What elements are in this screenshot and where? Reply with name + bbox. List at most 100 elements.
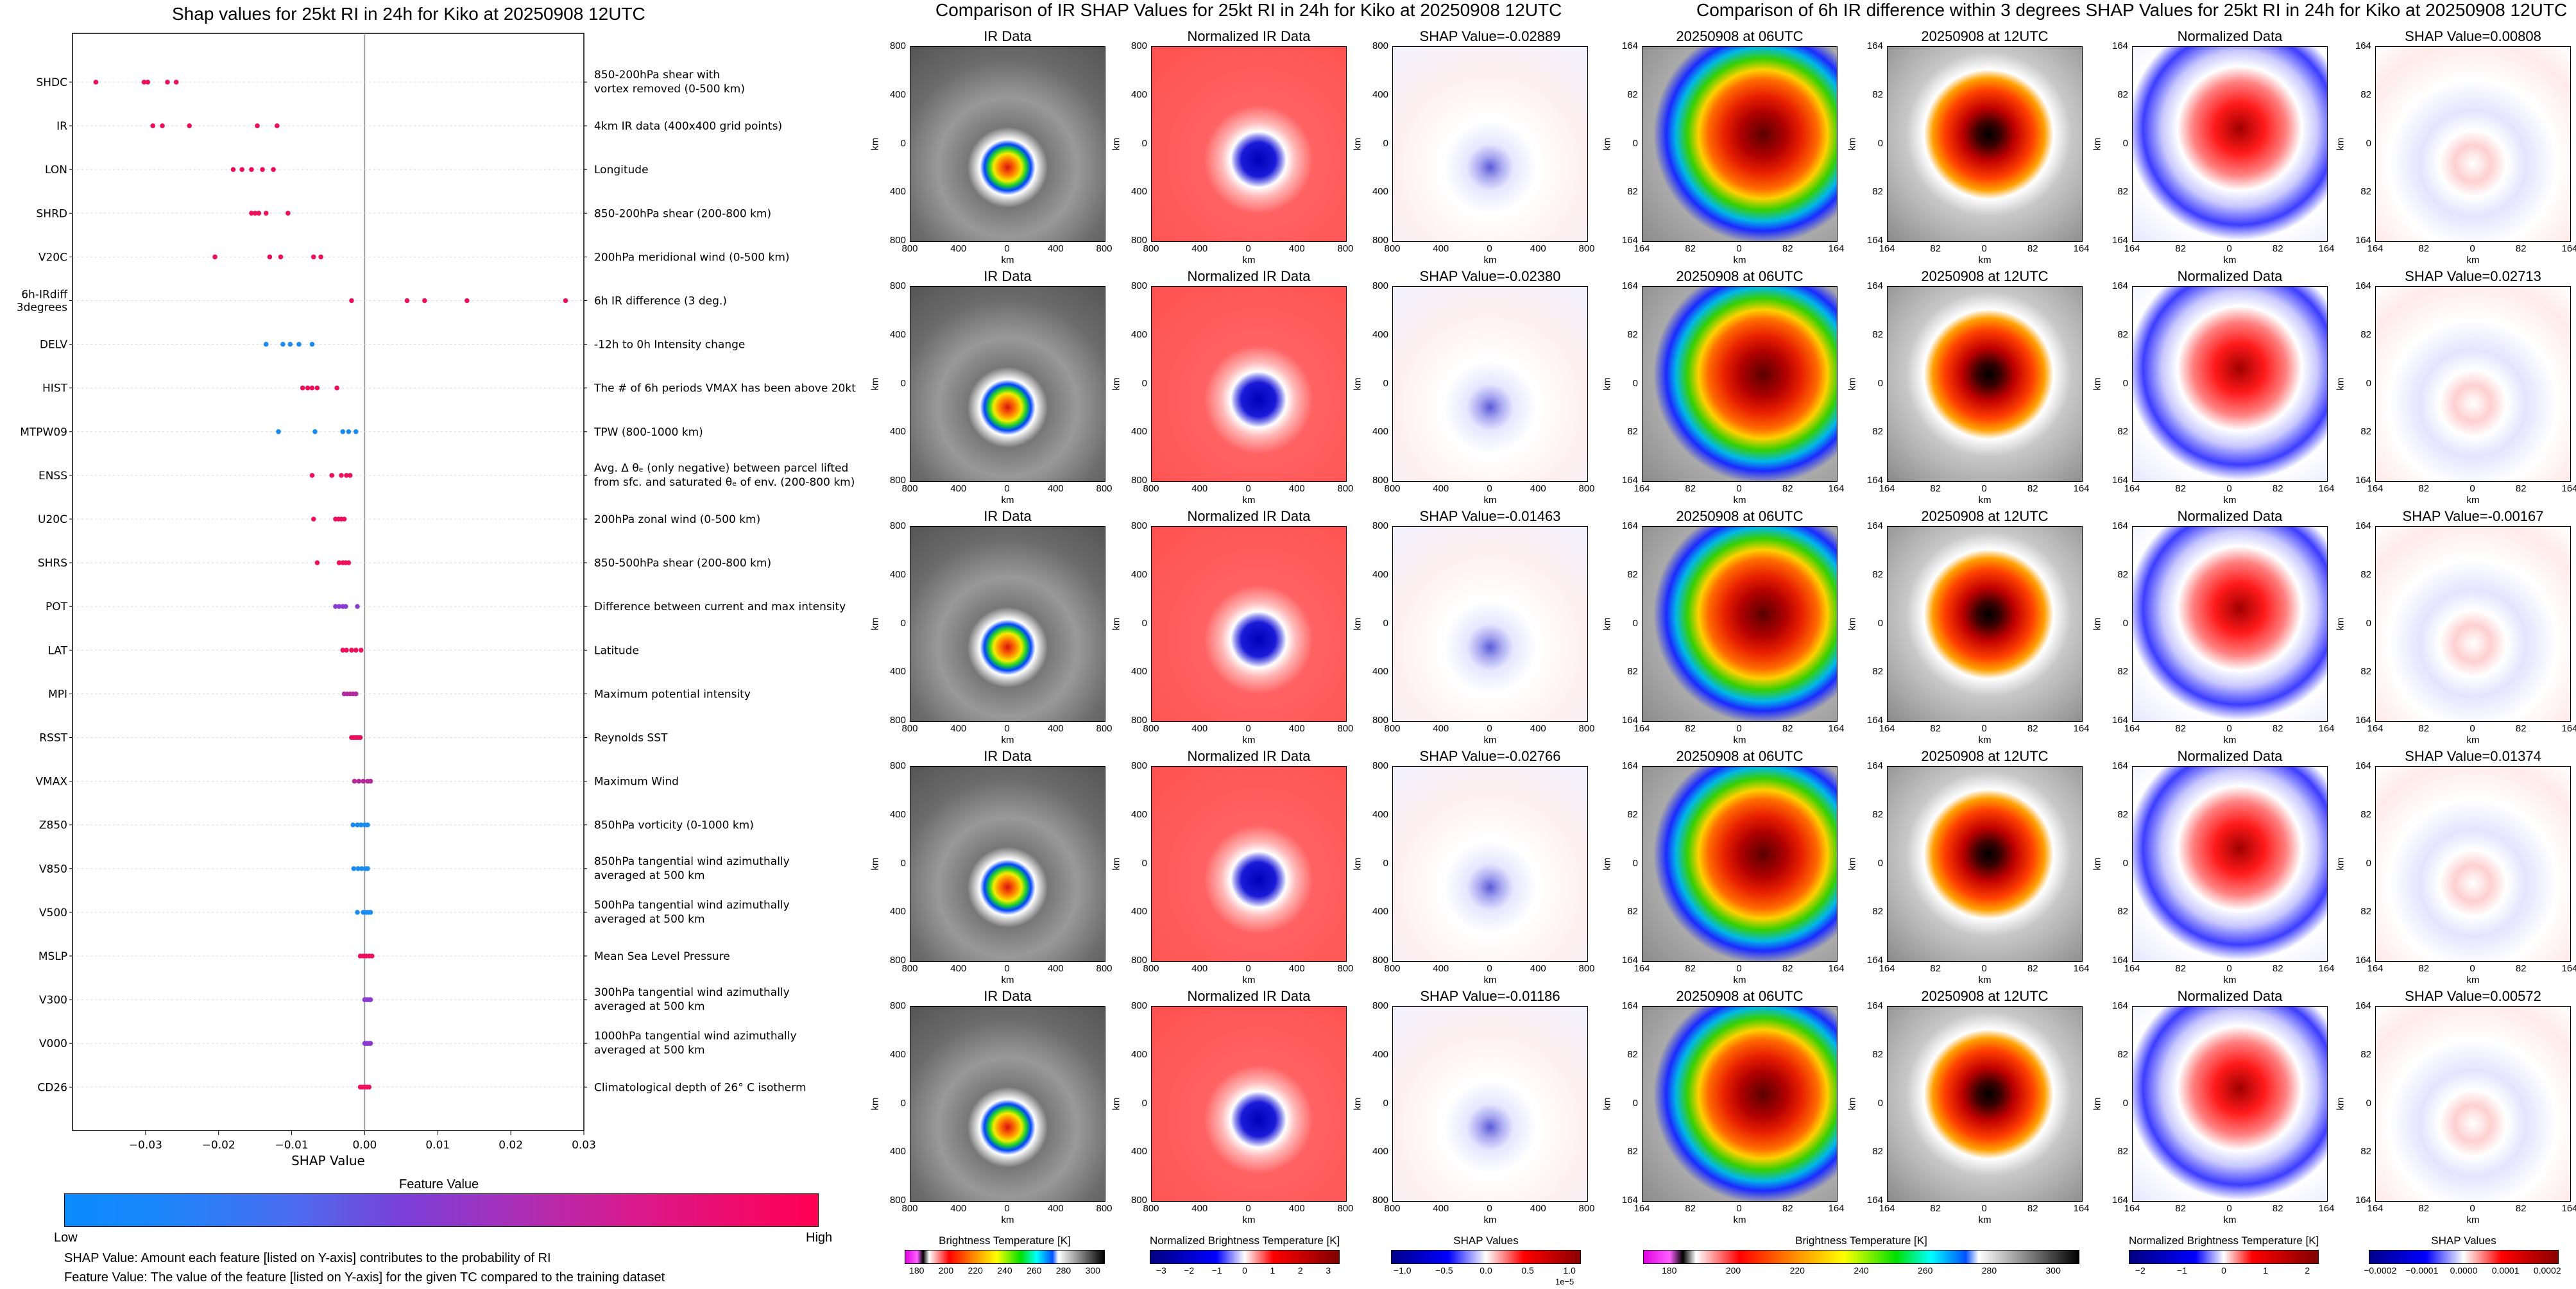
panel-title: 20250908 at 06UTC [1676, 28, 1804, 44]
ir-image-panel [910, 286, 1105, 482]
panel-title: Normalized IR Data [1187, 268, 1311, 284]
shap-point [255, 123, 260, 128]
x-tick-label: 0 [1004, 483, 1010, 494]
x-tick-label: 82 [2175, 963, 2187, 974]
x-tick-label: 0 [1245, 723, 1251, 734]
shap-image-panel [1392, 526, 1588, 722]
y-tick-label: 800 [889, 1000, 906, 1011]
x-tick-label: 400 [1288, 243, 1305, 254]
panel-title: 20250908 at 12UTC [1921, 268, 2049, 284]
y-tick-label: 0 [1877, 1097, 1883, 1109]
y-tick-label: 82 [1627, 1048, 1638, 1060]
x-tick-label: 0.03 [572, 1139, 596, 1152]
x-tick-label: 400 [1530, 963, 1546, 974]
shap-point [333, 604, 338, 609]
y-tick-label: 400 [889, 1048, 906, 1060]
y-tick-label: 400 [1130, 906, 1147, 918]
y-tick-label: 164 [1866, 280, 1883, 291]
shap-point [249, 167, 254, 173]
colorbar-tick: 1 [2263, 1265, 2268, 1276]
panel-title: Normalized IR Data [1187, 28, 1311, 44]
x-tick-label: 164 [2318, 963, 2335, 974]
shap-point [357, 735, 363, 740]
x-tick-label: 800 [1096, 723, 1113, 734]
x-tick-label: 164 [1633, 243, 1650, 254]
colorbar-tick: 260 [1027, 1265, 1042, 1276]
shap-point [404, 298, 410, 303]
y-tick-label: 82 [1627, 906, 1638, 918]
y-tick-label: 164 [1621, 1000, 1638, 1011]
y-tick-label: 400 [1130, 1146, 1147, 1157]
x-tick-label: 800 [901, 723, 918, 734]
shap-point [353, 647, 359, 653]
y-tick-label: 82 [2117, 906, 2128, 918]
y-tick-label: 82 [1872, 906, 1883, 918]
shap-point [271, 167, 276, 173]
x-tick-label: 82 [1930, 243, 1941, 254]
y-tick-label: 164 [2111, 475, 2128, 486]
feature-label: DELV [40, 339, 67, 352]
y-tick-label: 82 [1872, 808, 1883, 820]
x-tick-label: 82 [2418, 1203, 2430, 1214]
y-tick-label: 0 [1141, 137, 1147, 149]
x-tick-label: 0 [1736, 963, 1742, 974]
shap-point [249, 210, 254, 216]
colorbar-tick: 0 [2221, 1265, 2226, 1276]
y-tick-label: 82 [1627, 329, 1638, 340]
shap-point [276, 429, 281, 434]
shap-point [278, 254, 284, 260]
x-tick-label: 82 [2418, 963, 2430, 974]
shap-point [165, 80, 170, 85]
colorbar-tick: 0 [1242, 1265, 1247, 1276]
y-tick-label: 82 [2360, 89, 2371, 100]
x-tick-label: 0 [2469, 963, 2475, 974]
y-tick-label: 82 [2117, 568, 2128, 580]
d06-image-panel [1642, 526, 1838, 722]
shap-image-panel [1392, 286, 1588, 482]
colorbar-tick: 0.0002 [2533, 1265, 2561, 1276]
shap-plot-frame [72, 33, 584, 1131]
x-tick-label: 800 [1096, 483, 1113, 494]
x-axis-label: km [2466, 495, 2480, 506]
x-tick-label: 800 [1143, 483, 1159, 494]
y-tick-label: 164 [2111, 235, 2128, 246]
x-tick-label: 82 [2515, 483, 2527, 494]
colorbar-label: SHAP Values [2431, 1234, 2496, 1247]
y-tick-label: 164 [2355, 40, 2371, 51]
nir-image-panel [1151, 766, 1347, 962]
nir-image-panel [1151, 286, 1347, 482]
y-tick-label: 400 [889, 568, 906, 580]
y-tick-label: 400 [889, 186, 906, 198]
nd-image-panel [2132, 286, 2328, 482]
colorbar-label: Normalized Brightness Temperature [K] [1150, 1234, 1340, 1247]
x-tick-label: 800 [901, 483, 918, 494]
y-axis-label: km [1111, 617, 1122, 630]
x-tick-label: 0 [1736, 1203, 1742, 1214]
y-tick-label: 400 [1372, 426, 1388, 438]
shap-point [365, 866, 370, 871]
x-tick-label: 164 [1879, 1203, 1895, 1214]
feature-label: SHDC [36, 76, 67, 89]
x-tick-label: 0 [1981, 243, 1987, 254]
x-tick-label: 164 [1879, 483, 1895, 494]
feature-label: CD26 [37, 1081, 67, 1094]
y-tick-label: 400 [889, 906, 906, 918]
x-axis-label: km [1483, 495, 1497, 506]
y-tick-label: 164 [1621, 1195, 1638, 1206]
y-tick-label: 0 [2366, 137, 2371, 149]
y-axis-label: km [869, 137, 881, 150]
colorbar-high-label: High [806, 1231, 833, 1245]
x-tick-label: 800 [1337, 483, 1354, 494]
x-tick-label: 164 [2073, 963, 2090, 974]
x-tick-label: 0 [2469, 483, 2475, 494]
feature-description: vortex removed (0-500 km) [594, 83, 745, 96]
y-tick-label: 82 [1627, 186, 1638, 198]
y-tick-label: 82 [1872, 1146, 1883, 1157]
y-tick-label: 82 [1627, 666, 1638, 678]
feature-description: averaged at 500 km [594, 869, 705, 882]
feature-description: from sfc. and saturated θₑ of env. (200-… [594, 476, 855, 489]
shap-point [286, 210, 291, 216]
y-tick-label: 164 [2355, 520, 2371, 531]
panel-title: Normalized Data [2177, 988, 2283, 1004]
x-tick-label: 400 [950, 243, 967, 254]
